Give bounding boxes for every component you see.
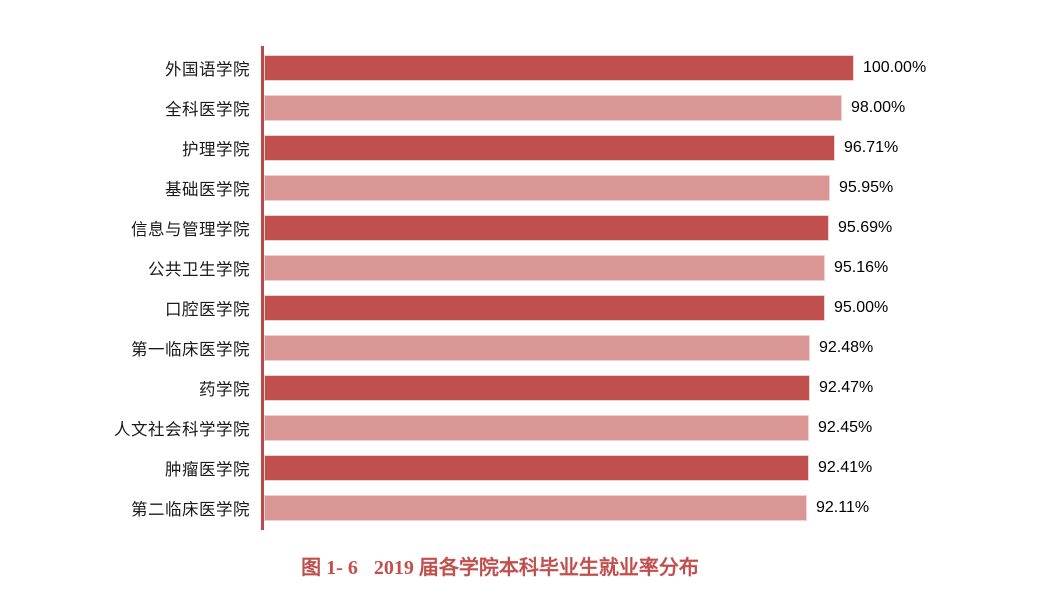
bar: [264, 135, 835, 161]
category-label: 口腔医学院: [165, 301, 250, 319]
value-label: 95.69%: [838, 219, 893, 236]
value-label: 92.48%: [819, 339, 874, 356]
chart-row: 公共卫生学院 95.16%: [0, 248, 1045, 288]
bar-area: 95.69%: [264, 208, 892, 248]
value-label: 98.00%: [851, 99, 906, 116]
category-label: 信息与管理学院: [131, 221, 250, 239]
value-label: 92.41%: [818, 459, 873, 476]
category-label: 肿瘤医学院: [165, 461, 250, 479]
category-label: 第二临床医学院: [131, 501, 250, 519]
bar-area: 92.48%: [264, 328, 873, 368]
bar-area: 92.45%: [264, 408, 872, 448]
bar: [264, 255, 825, 281]
chart-row: 肿瘤医学院 92.41%: [0, 448, 1045, 488]
category-label: 药学院: [199, 381, 250, 399]
bar: [264, 455, 809, 481]
bar-area: 92.11%: [264, 488, 869, 528]
category-label: 公共卫生学院: [148, 261, 250, 279]
bar-area: 92.47%: [264, 368, 873, 408]
chart-rows: 外国语学院 100.00% 全科医学院 98.00% 护理学院 96.71% 基础医学院 95…: [0, 48, 1045, 528]
chart-row: 外国语学院 100.00%: [0, 48, 1045, 88]
bar-area: 95.16%: [264, 248, 888, 288]
chart-row: 口腔医学院 95.00%: [0, 288, 1045, 328]
bar-area: 95.00%: [264, 288, 888, 328]
figure-number: 图 1- 6: [301, 557, 358, 579]
bar: [264, 215, 829, 241]
value-label: 96.71%: [844, 139, 899, 156]
bar: [264, 55, 854, 81]
value-label: 92.11%: [816, 499, 870, 516]
value-label: 95.16%: [834, 259, 889, 276]
category-label: 护理学院: [182, 141, 250, 159]
caption-title: 2019 届各学院本科毕业生就业率分布: [373, 557, 699, 579]
y-axis-line: [261, 46, 264, 530]
chart-row: 护理学院 96.71%: [0, 128, 1045, 168]
value-label: 95.95%: [839, 179, 894, 196]
chart-caption: 图 1- 6 2019 届各学院本科毕业生就业率分布: [0, 551, 1000, 580]
bar-area: 96.71%: [264, 128, 898, 168]
value-label: 95.00%: [834, 299, 889, 316]
bar: [264, 375, 810, 401]
bar: [264, 175, 830, 201]
bar: [264, 415, 809, 441]
value-label: 92.47%: [819, 379, 874, 396]
bar-chart: 外国语学院 100.00% 全科医学院 98.00% 护理学院 96.71% 基础医学院 95…: [0, 46, 1045, 530]
category-label: 第一临床医学院: [131, 341, 250, 359]
value-label: 100.00%: [863, 59, 927, 76]
category-label: 外国语学院: [165, 61, 250, 79]
bar: [264, 95, 842, 121]
chart-row: 第二临床医学院 92.11%: [0, 488, 1045, 528]
bar: [264, 295, 825, 321]
chart-row: 人文社会科学学院 92.45%: [0, 408, 1045, 448]
chart-row: 信息与管理学院 95.69%: [0, 208, 1045, 248]
bar: [264, 495, 807, 521]
bar-area: 100.00%: [264, 48, 926, 88]
bar-area: 92.41%: [264, 448, 872, 488]
value-label: 92.45%: [818, 419, 873, 436]
chart-row: 基础医学院 95.95%: [0, 168, 1045, 208]
chart-row: 全科医学院 98.00%: [0, 88, 1045, 128]
category-label: 基础医学院: [165, 181, 250, 199]
category-label: 人文社会科学学院: [114, 421, 250, 439]
chart-row: 第一临床医学院 92.48%: [0, 328, 1045, 368]
chart-row: 药学院 92.47%: [0, 368, 1045, 408]
bar: [264, 335, 810, 361]
category-label: 全科医学院: [165, 101, 250, 119]
bar-area: 95.95%: [264, 168, 893, 208]
bar-area: 98.00%: [264, 88, 905, 128]
